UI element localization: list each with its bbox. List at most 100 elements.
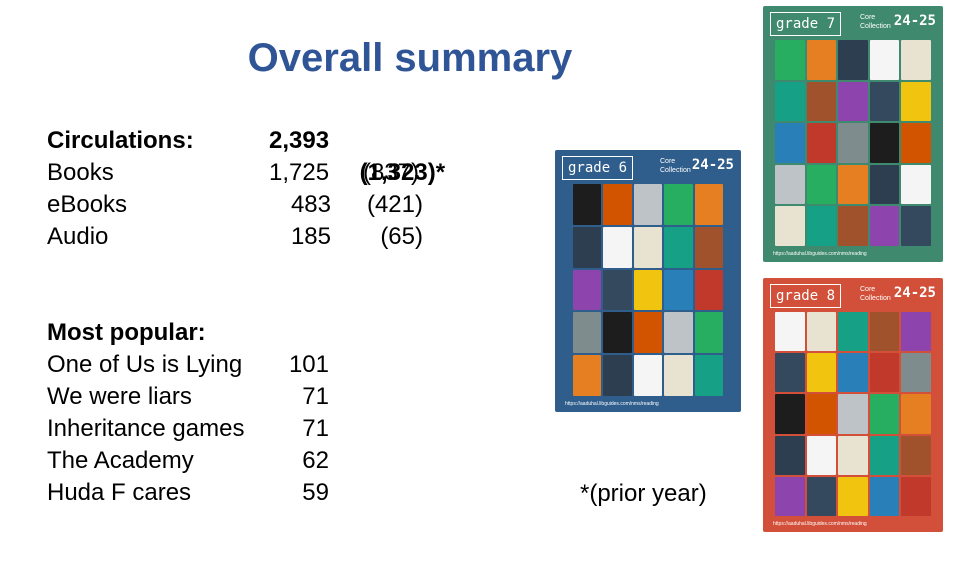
book-cover [633, 355, 663, 396]
book-cover [633, 184, 663, 225]
book-cover [869, 394, 900, 434]
poster-grade: grade 7 [770, 12, 842, 36]
book-cover [901, 312, 931, 352]
book-cover [838, 394, 868, 434]
book-cover [838, 476, 868, 516]
list-item: Inheritance games 71 [47, 413, 329, 509]
book-count: 59 [302, 479, 329, 506]
book-count: 71 [302, 383, 329, 410]
table-row: Audio 185 (65) [47, 221, 423, 349]
list-item: The Academy 62 [47, 445, 329, 541]
book-cover [694, 269, 723, 311]
book-cover [806, 164, 837, 205]
book-cover [573, 269, 602, 311]
row-value: 185 [290, 223, 331, 250]
circulations-row: Circulations: 2,393 (1,323)* [47, 125, 445, 253]
book-title: We were liars [47, 383, 192, 410]
book-cover [603, 226, 632, 268]
book-cover [838, 123, 868, 163]
book-cover [664, 312, 693, 354]
table-row: Books 1,725 (837) [47, 157, 419, 285]
book-cover [775, 123, 805, 163]
book-cover [664, 355, 693, 396]
book-cover [806, 206, 837, 246]
book-cover [806, 476, 837, 516]
book-cover [664, 226, 693, 268]
poster-url: https://aaduhal.libguides.com/nms/readin… [565, 401, 659, 407]
poster-grade: grade 6 [562, 156, 634, 180]
book-cover-grid [573, 184, 723, 396]
footnote: *(prior year) [580, 480, 707, 507]
book-cover [901, 81, 931, 122]
row-label: Audio [47, 223, 109, 250]
book-cover [869, 435, 900, 475]
book-cover [838, 206, 868, 246]
row-label: eBooks [47, 191, 128, 218]
book-cover [664, 184, 693, 225]
book-title: One of Us is Lying [47, 351, 243, 378]
poster-year: 24-25 [893, 285, 936, 301]
book-cover [603, 355, 632, 396]
book-cover [775, 164, 805, 205]
book-cover [838, 40, 868, 80]
poster-grade: grade 8 [770, 284, 842, 308]
row-value: 483 [290, 191, 331, 218]
book-cover [901, 394, 931, 434]
book-title: The Academy [47, 447, 194, 474]
book-cover [869, 81, 900, 122]
book-cover [775, 394, 805, 434]
book-cover [869, 123, 900, 163]
book-cover [869, 476, 900, 516]
book-cover [694, 226, 723, 268]
book-cover [869, 353, 900, 393]
book-cover [775, 206, 805, 246]
book-cover [838, 81, 868, 122]
book-count: 101 [288, 351, 329, 378]
book-count: 71 [302, 415, 329, 442]
book-cover [806, 40, 837, 80]
list-item: We were liars 71 [47, 381, 329, 477]
book-cover [775, 435, 805, 475]
book-cover [869, 164, 900, 205]
table-row: eBooks 483 (421) [47, 189, 423, 317]
popular-heading: Most popular: [47, 317, 206, 381]
book-cover [901, 435, 931, 475]
book-cover [694, 355, 723, 396]
poster-url: https://aaduhal.libguides.com/nms/readin… [773, 521, 867, 527]
book-cover [838, 353, 868, 393]
book-cover [775, 476, 805, 516]
list-item: One of Us is Lying 101 [47, 349, 329, 445]
book-cover [573, 184, 602, 225]
book-cover [806, 435, 837, 475]
book-cover [633, 269, 663, 311]
book-cover [901, 476, 931, 516]
book-cover [806, 312, 837, 352]
book-cover [806, 123, 837, 163]
book-cover [775, 81, 805, 122]
book-cover [573, 226, 602, 268]
book-cover [775, 40, 805, 80]
book-cover [573, 312, 602, 354]
book-cover [633, 312, 663, 354]
poster-year: 24-25 [691, 157, 734, 173]
book-cover [806, 81, 837, 122]
book-cover [603, 184, 632, 225]
book-cover [901, 206, 931, 246]
grade-8-poster: grade 8 Core Collection 24-25 https://aad… [763, 278, 943, 532]
book-cover [806, 394, 837, 434]
book-cover [901, 164, 931, 205]
circulations-prior: (1,323) [359, 159, 436, 186]
slide-title: Overall summary [247, 36, 573, 80]
poster-core-collection: Core Collection [860, 286, 891, 302]
row-label: Books [47, 159, 114, 186]
book-cover [838, 164, 868, 205]
row-prior: (421) [366, 191, 423, 218]
circulations-total: 2,393 [269, 127, 330, 154]
book-cover [901, 40, 931, 80]
row-prior: (837) [362, 159, 419, 186]
book-count: 62 [302, 447, 329, 474]
book-cover [775, 312, 805, 352]
grade-6-poster: grade 6 Core Collection 24-25 https://aad… [555, 150, 741, 412]
book-cover [603, 269, 632, 311]
book-cover [901, 123, 931, 163]
